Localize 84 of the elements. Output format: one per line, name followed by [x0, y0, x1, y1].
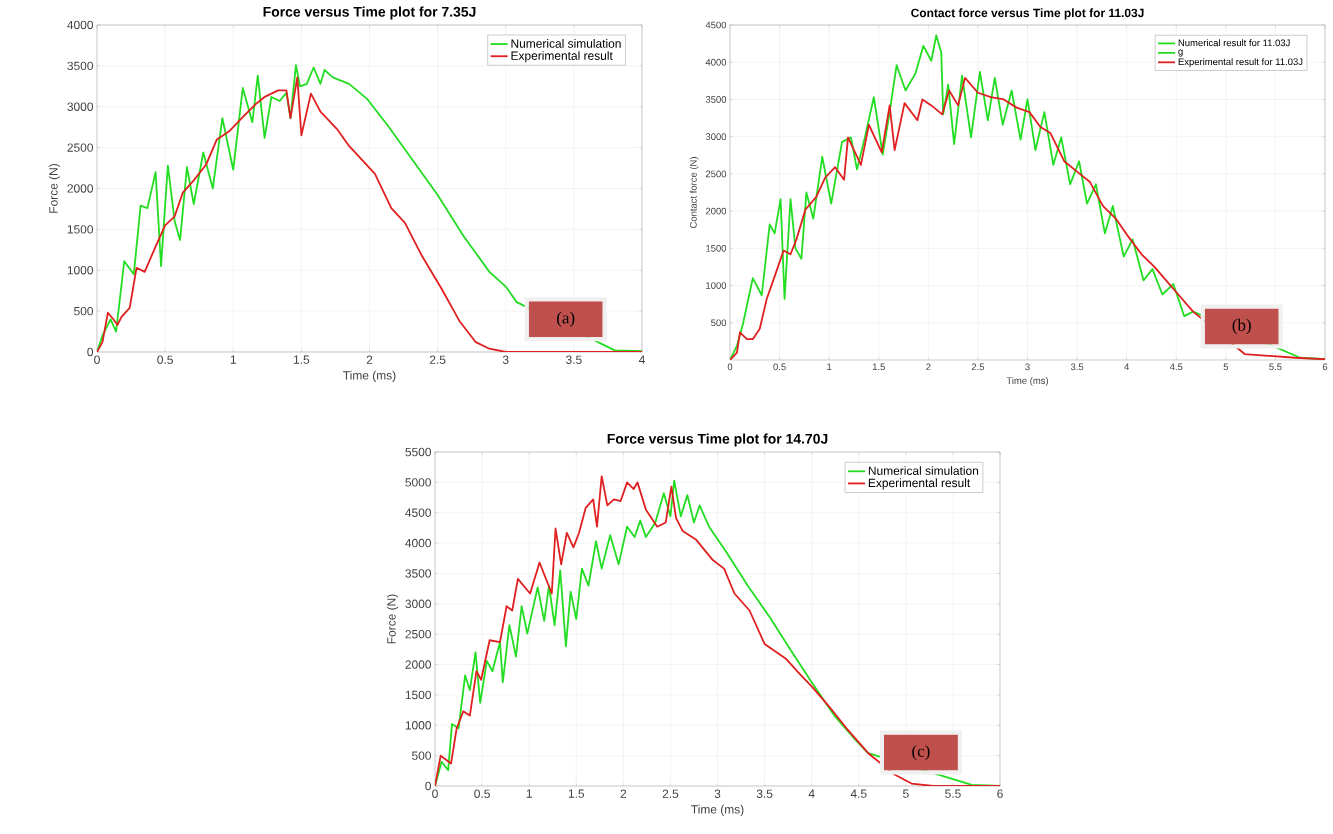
y-tick-label: 2000 [705, 207, 727, 215]
y-tick-label: 0 [87, 347, 94, 357]
y-tick-label: 2500 [405, 629, 432, 639]
x-tick-label: 5 [903, 789, 909, 798]
annotation: (a) [557, 311, 575, 327]
x-axis-title: Time (ms) [691, 804, 744, 816]
annotation: (b) [1232, 318, 1251, 335]
x-tick-label: 0 [727, 363, 733, 371]
y-tick-label: 1000 [67, 266, 94, 275]
chart-title: Contact force versus Time plot for 11.03J [911, 8, 1144, 20]
x-tick-label: 2.5 [662, 789, 679, 798]
y-tick-label: 2000 [405, 660, 432, 669]
x-tick-label: 5.5 [945, 789, 961, 798]
x-tick-label: 6 [1322, 363, 1328, 371]
x-tick-label: 1.5 [568, 789, 585, 798]
y-tick-label: 3500 [405, 569, 432, 578]
y-tick-label: 5500 [405, 447, 432, 457]
x-tick-label: 0.5 [474, 789, 490, 798]
x-axis-title: Time (ms) [343, 370, 396, 382]
x-tick-label: 2 [620, 789, 627, 798]
y-axis-title: Force (N) [48, 164, 61, 213]
legend-label: Experimental result [868, 478, 971, 490]
legend-label: Numerical simulation [511, 39, 621, 48]
y-tick-label: 2500 [705, 170, 727, 178]
chart-title: Force versus Time plot for 7.35J [263, 6, 476, 20]
y-tick-label: 500 [412, 751, 432, 760]
y-tick-label: 4000 [67, 20, 94, 30]
y-tick-label: 1500 [67, 225, 94, 234]
y-tick-label: 4500 [405, 508, 432, 517]
x-tick-label: 1 [526, 789, 532, 798]
y-axis-title: Contact force (N) [689, 157, 699, 229]
y-tick-label: 3500 [67, 61, 94, 71]
x-tick-label: 2.5 [429, 355, 446, 364]
x-tick-label: 0 [432, 789, 438, 798]
x-tick-label: 1 [827, 363, 832, 371]
x-tick-label: 1.5 [872, 363, 885, 371]
x-tick-label: 1.5 [293, 355, 310, 364]
y-tick-label: 500 [74, 306, 94, 316]
y-tick-label: 3000 [405, 599, 432, 609]
x-tick-label: 5.5 [1269, 363, 1282, 371]
x-tick-label: 3 [1025, 363, 1030, 371]
legend-label: g [1178, 49, 1183, 57]
x-tick-label: 3 [502, 355, 509, 364]
x-tick-label: 5 [1223, 363, 1229, 371]
y-tick-label: 4000 [705, 58, 727, 66]
annotation: (c) [912, 744, 930, 761]
y-tick-label: 4500 [705, 21, 727, 29]
x-tick-label: 2 [366, 355, 373, 364]
x-tick-label: 6 [997, 789, 1003, 798]
legend-label: Experimental result for 11.03J [1178, 58, 1303, 67]
y-tick-label: 1000 [706, 282, 727, 289]
x-tick-label: 3 [714, 789, 721, 798]
y-tick-label: 4000 [405, 538, 432, 548]
x-tick-label: 3.5 [756, 789, 773, 798]
x-tick-label: 2.5 [971, 363, 985, 371]
y-tick-label: 5000 [405, 478, 432, 487]
x-axis-title: Time (ms) [1006, 377, 1049, 386]
x-tick-label: 4.5 [1169, 363, 1183, 371]
y-tick-label: 1500 [706, 244, 727, 252]
chart-title: Force versus Time plot for 14.70J [607, 433, 828, 447]
x-tick-label: 3.5 [1070, 363, 1084, 371]
legend-label: Experimental result [511, 51, 613, 63]
x-tick-label: 4 [808, 789, 815, 798]
x-tick-label: 4.5 [850, 789, 867, 798]
legend-label: Numerical result for 11.03J [1178, 39, 1290, 47]
x-tick-label: 4 [1124, 363, 1130, 371]
y-tick-label: 2000 [67, 184, 94, 193]
y-axis-title: Force (N) [386, 594, 399, 644]
legend-label: Numerical simulation [868, 466, 979, 475]
y-tick-label: 3500 [705, 96, 727, 103]
x-tick-label: 1 [230, 355, 236, 364]
y-tick-label: 0 [425, 781, 432, 791]
x-tick-label: 0.5 [157, 355, 173, 364]
x-tick-label: 0 [94, 355, 100, 364]
y-tick-label: 2500 [67, 143, 94, 152]
y-tick-label: 3000 [705, 133, 727, 141]
x-tick-label: 0.5 [773, 363, 786, 371]
x-tick-label: 2 [926, 363, 931, 371]
y-tick-label: 1000 [405, 721, 432, 730]
x-tick-label: 3.5 [566, 355, 582, 364]
y-tick-label: 3000 [67, 102, 94, 111]
y-tick-label: 500 [711, 319, 727, 327]
x-tick-label: 4 [638, 355, 645, 364]
y-tick-label: 1500 [405, 690, 432, 700]
